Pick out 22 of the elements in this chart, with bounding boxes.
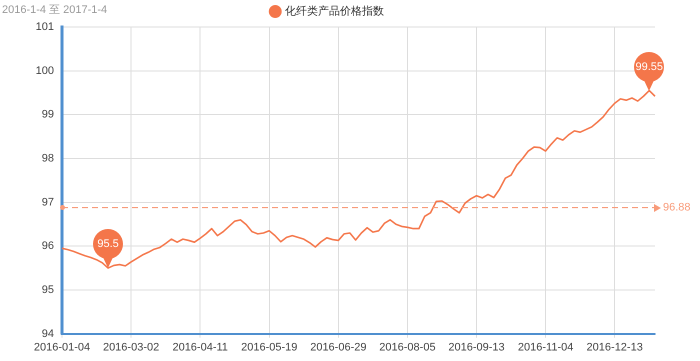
x-tick-label: 2016-08-05	[379, 341, 436, 354]
annotation: 95.5	[96, 237, 120, 252]
x-tick-label: 2016-03-02	[102, 341, 160, 354]
x-tick-label: 2016-01-04	[34, 341, 90, 354]
legend-label: 化纤类产品价格指数	[284, 4, 384, 18]
y-tick-label: 96	[42, 240, 54, 252]
x-tick-label: 2016-04-11	[172, 341, 228, 354]
y-tick-label: 95	[42, 284, 54, 296]
x-tick-label: 2016-09-13	[448, 341, 505, 354]
ref-line-label: 96.88	[663, 202, 691, 214]
annotation: 99.55	[634, 60, 664, 74]
y-tick-label: 97	[42, 196, 54, 208]
x-tick-label: 2016-05-19	[241, 341, 298, 354]
y-tick-label: 100	[36, 64, 54, 77]
x-tick-label: 2016-12-13	[586, 341, 643, 354]
y-tick-label: 98	[42, 152, 54, 165]
chart-title: 2016-1-4 至 2017-1-4	[2, 3, 108, 17]
y-tick-label: 101	[36, 21, 54, 34]
y-tick-label: 99	[42, 108, 54, 121]
y-tick-label: 94	[42, 328, 54, 340]
x-tick-label: 2016-11-04	[518, 341, 574, 354]
x-tick-label: 2016-06-29	[310, 341, 366, 354]
